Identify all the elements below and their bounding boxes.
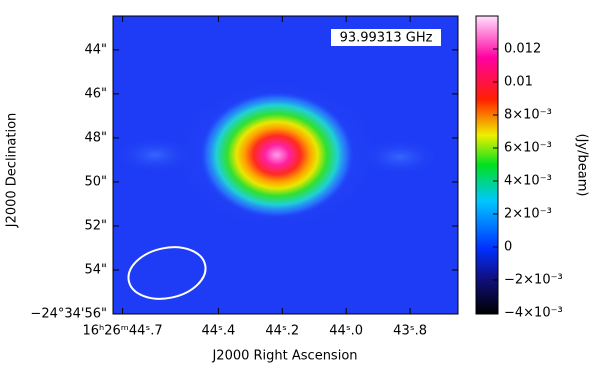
- y-tick-label: −24°34'56": [30, 307, 107, 322]
- y-tick-label: 50": [84, 174, 107, 189]
- y-tick-label: 44": [84, 42, 107, 57]
- x-axis-label: J2000 Right Ascension: [211, 349, 357, 364]
- annotation: 93.99313 GHz: [340, 31, 433, 46]
- y-axis-label: J2000 Declination: [5, 113, 20, 229]
- x-tick-label: 43ˢ.8: [393, 324, 427, 339]
- source: [199, 91, 355, 219]
- colorbar-tick-label: 0.01: [504, 75, 533, 90]
- colorbar-label: (Jy/beam): [575, 134, 590, 197]
- frame: [112, 15, 459, 315]
- colorbar-tick-label: 8×10⁻³: [504, 108, 552, 123]
- x-tick-label: 44ˢ.2: [265, 324, 299, 339]
- colorbar-tick-label: 0: [504, 240, 512, 255]
- annotation-box: [331, 29, 441, 46]
- y-tick-label: 46": [84, 86, 107, 101]
- x-tick-label: 44ˢ.0: [329, 324, 363, 339]
- colorbar-tick-label: 2×10⁻³: [504, 207, 552, 222]
- colorbar-tick-label: 4×10⁻³: [504, 174, 552, 189]
- beam-ellipse: [127, 246, 207, 300]
- y-tick-label: 52": [84, 218, 107, 233]
- x-tick-label: 16ʰ26ᵐ44ˢ.7: [82, 324, 162, 339]
- colorbar-tick-label: −2×10⁻³: [504, 273, 563, 288]
- y-tick-label: 54": [84, 262, 107, 277]
- colorbar-tick-label: −4×10⁻³: [504, 306, 563, 321]
- y-tick-label: 48": [84, 130, 107, 145]
- x-tick-label: 44ˢ.4: [202, 324, 236, 339]
- colorbar-tick-label: 6×10⁻³: [504, 141, 552, 156]
- colorbar: [475, 15, 499, 315]
- colorbar-tick-label: 0.012: [504, 42, 541, 57]
